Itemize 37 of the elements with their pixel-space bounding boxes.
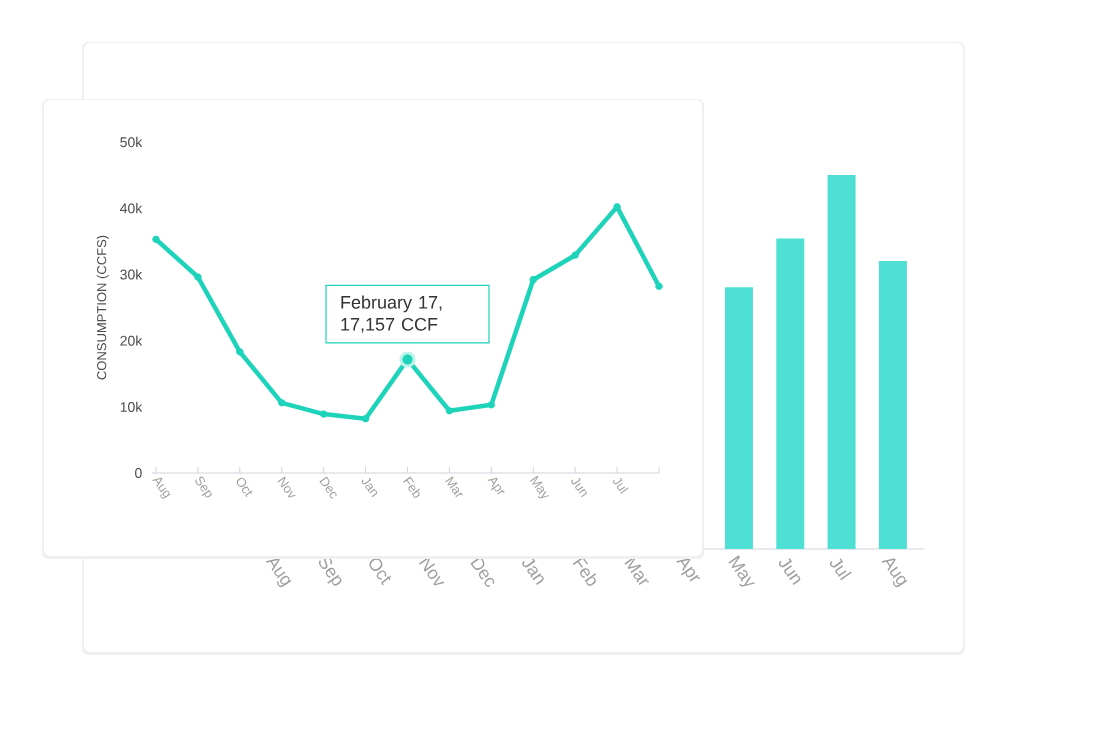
x-tick-label: Sep bbox=[195, 476, 212, 498]
x-tick-label: Apr bbox=[487, 477, 505, 495]
y-tick-label: 30k bbox=[120, 269, 143, 280]
x-tick-label: Jul bbox=[613, 477, 629, 494]
x-tick-label: Jan bbox=[522, 558, 544, 586]
x-tick-label: Aug bbox=[152, 477, 171, 499]
annotation: February 17, 17,157 CCF bbox=[341, 295, 442, 333]
x-tick-label: Mar bbox=[445, 476, 463, 498]
y-axis-title: CONSUMPTION (CCFS) bbox=[96, 235, 109, 380]
point bbox=[278, 399, 286, 407]
x-tick-label: Jan bbox=[361, 477, 378, 498]
y-tick-label: 50k bbox=[120, 136, 143, 148]
x-tick-label: Jun bbox=[571, 477, 587, 498]
point bbox=[152, 235, 160, 243]
x-tick-label: Jul bbox=[829, 558, 852, 581]
point bbox=[571, 251, 579, 259]
point bbox=[487, 401, 495, 409]
y-tick-label: 40k bbox=[120, 203, 143, 214]
x-tick-label: Nov bbox=[277, 476, 296, 498]
point bbox=[529, 276, 537, 284]
y-tick-label: 0 bbox=[135, 468, 142, 478]
point bbox=[194, 273, 202, 281]
point bbox=[445, 407, 454, 415]
x-tick-label: Aug bbox=[265, 558, 292, 588]
x-tick-label: Feb bbox=[403, 476, 421, 498]
point bbox=[655, 282, 663, 290]
y-tick-label: 10k bbox=[120, 401, 143, 412]
point bbox=[236, 348, 244, 356]
x-tick-label: Oct bbox=[369, 558, 392, 586]
x-tick-label: Oct bbox=[236, 477, 253, 498]
point bbox=[361, 415, 370, 423]
x-tick-label: Apr bbox=[676, 558, 701, 582]
point bbox=[320, 410, 328, 418]
x-tick-label: Aug bbox=[881, 558, 908, 588]
x-tick-label: Jun bbox=[778, 558, 801, 586]
y-tick-label: 20k bbox=[120, 335, 143, 346]
x-tick-label: Feb bbox=[572, 556, 597, 586]
